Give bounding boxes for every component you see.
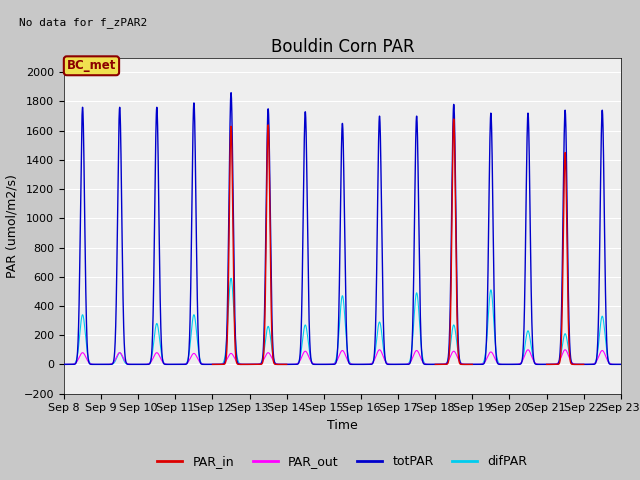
Title: Bouldin Corn PAR: Bouldin Corn PAR [271, 38, 414, 56]
Legend: PAR_in, PAR_out, totPAR, difPAR: PAR_in, PAR_out, totPAR, difPAR [152, 450, 532, 473]
X-axis label: Time: Time [327, 419, 358, 432]
Text: No data for f_zPAR2: No data for f_zPAR2 [19, 17, 148, 28]
Text: BC_met: BC_met [67, 60, 116, 72]
Y-axis label: PAR (umol/m2/s): PAR (umol/m2/s) [5, 174, 18, 277]
